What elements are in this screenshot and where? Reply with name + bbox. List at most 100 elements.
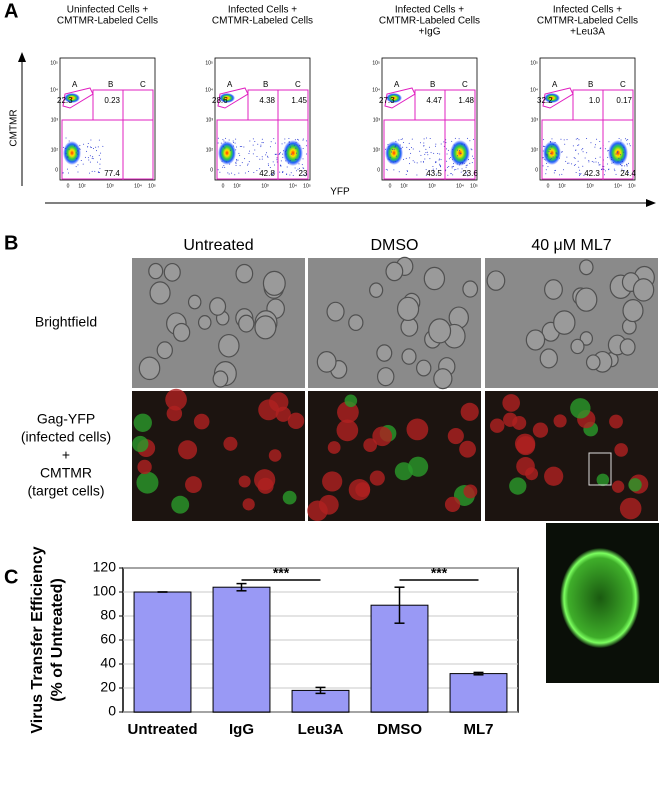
dot bbox=[239, 145, 241, 147]
dot bbox=[617, 161, 619, 163]
dot bbox=[261, 156, 263, 158]
dot bbox=[629, 145, 631, 147]
dot bbox=[424, 153, 426, 155]
panel-letter: C bbox=[4, 566, 18, 588]
dot bbox=[419, 142, 421, 144]
dot bbox=[542, 150, 544, 152]
row-label: (infected cells) bbox=[21, 429, 111, 445]
dot bbox=[83, 143, 85, 145]
dot bbox=[279, 152, 281, 154]
dot bbox=[599, 140, 601, 142]
panel-letter: A bbox=[4, 0, 18, 22]
dot bbox=[282, 171, 284, 173]
dot bbox=[453, 165, 455, 167]
cell bbox=[282, 490, 297, 505]
dot bbox=[290, 153, 292, 155]
cell bbox=[570, 398, 591, 419]
dot bbox=[593, 161, 595, 163]
gate bbox=[384, 87, 416, 109]
dot bbox=[102, 145, 104, 147]
dot bbox=[438, 159, 440, 161]
dot bbox=[265, 154, 267, 156]
dot bbox=[290, 172, 292, 174]
dot bbox=[591, 161, 593, 163]
dot bbox=[619, 164, 621, 166]
dot bbox=[433, 170, 435, 172]
dot bbox=[542, 157, 544, 159]
dot bbox=[606, 163, 608, 165]
dot bbox=[288, 144, 290, 146]
dot bbox=[98, 139, 100, 141]
dot bbox=[624, 138, 626, 140]
dot bbox=[100, 152, 102, 154]
x-tick-label: DMSO bbox=[377, 721, 422, 738]
cell bbox=[428, 318, 452, 344]
dot bbox=[582, 165, 584, 167]
dot bbox=[305, 153, 307, 155]
dot bbox=[423, 142, 425, 144]
cell bbox=[149, 281, 171, 305]
population bbox=[608, 140, 628, 166]
dot bbox=[256, 169, 258, 171]
dot bbox=[398, 171, 400, 173]
dot bbox=[98, 154, 100, 156]
dot bbox=[273, 170, 275, 172]
dot bbox=[402, 158, 404, 160]
dot bbox=[391, 151, 393, 153]
dot bbox=[241, 162, 243, 164]
gate-value: 0.17 bbox=[616, 96, 632, 105]
gate-name: B bbox=[263, 80, 268, 89]
cell bbox=[553, 310, 576, 335]
dot bbox=[420, 154, 422, 156]
plot-title: +IgG bbox=[419, 27, 441, 38]
cell bbox=[336, 419, 359, 442]
dot bbox=[229, 163, 231, 165]
dot bbox=[388, 146, 390, 148]
x-tick-label: 10⁴ bbox=[134, 183, 142, 189]
dot bbox=[274, 142, 276, 144]
dot bbox=[578, 139, 580, 141]
dot bbox=[546, 155, 548, 157]
cell bbox=[209, 297, 227, 316]
dot bbox=[545, 173, 547, 175]
dot bbox=[276, 161, 278, 163]
y-tick-label: 10⁵ bbox=[50, 60, 58, 66]
dot bbox=[572, 145, 574, 147]
dot bbox=[546, 162, 548, 164]
cell bbox=[579, 331, 594, 346]
dot bbox=[460, 153, 462, 155]
dot bbox=[298, 167, 300, 169]
dot bbox=[621, 158, 623, 160]
dot bbox=[552, 144, 554, 146]
dot bbox=[224, 141, 226, 143]
dot bbox=[401, 138, 403, 140]
dot bbox=[458, 138, 460, 140]
cell bbox=[316, 351, 337, 373]
dot bbox=[295, 141, 297, 143]
cell bbox=[544, 466, 564, 486]
dot bbox=[436, 173, 438, 175]
gate-value: 1.0 bbox=[589, 96, 601, 105]
cell bbox=[218, 333, 240, 358]
dot bbox=[469, 162, 471, 164]
dot bbox=[447, 174, 449, 176]
cell bbox=[619, 497, 642, 520]
dot bbox=[284, 138, 286, 140]
cell bbox=[337, 401, 359, 424]
cell bbox=[525, 329, 546, 351]
dot bbox=[388, 159, 390, 161]
dot bbox=[620, 139, 622, 141]
dot bbox=[611, 162, 613, 164]
dot bbox=[95, 146, 97, 148]
dot bbox=[289, 146, 291, 148]
dot bbox=[600, 147, 602, 149]
gate-value: 23 bbox=[299, 169, 308, 178]
dot bbox=[428, 170, 430, 172]
dot bbox=[385, 148, 387, 150]
dot bbox=[247, 163, 249, 165]
dot bbox=[87, 157, 89, 159]
dot bbox=[435, 162, 437, 164]
dot bbox=[545, 169, 547, 171]
dot bbox=[270, 141, 272, 143]
dot bbox=[220, 142, 222, 144]
